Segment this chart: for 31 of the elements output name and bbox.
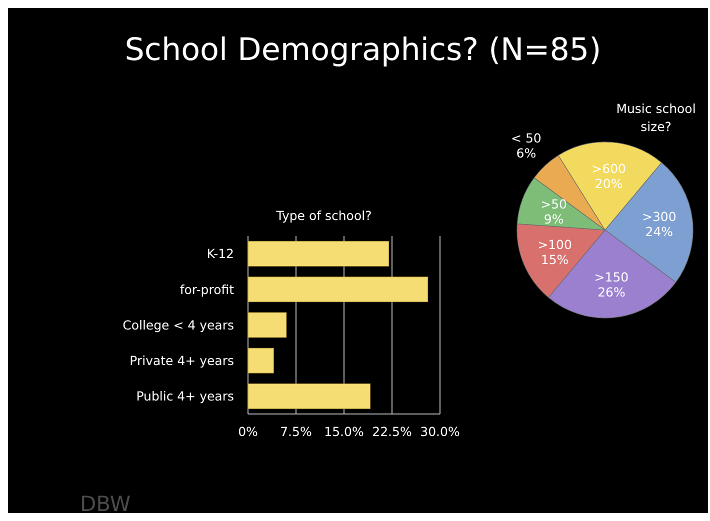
y-tick-label: for-profit [180, 282, 234, 297]
x-tick-label: 30.0% [420, 424, 460, 439]
bar [248, 383, 370, 409]
x-tick-label: 0% [238, 424, 258, 439]
chart-title: Type of school? [275, 208, 372, 223]
slice-label: >50 [540, 196, 568, 212]
slice-label: >600 [592, 161, 626, 176]
data-label: 15% [540, 252, 569, 267]
y-tick-label: Private 4+ years [130, 352, 234, 368]
bar [248, 312, 287, 338]
bar [248, 348, 274, 374]
slice-label: < 50 [511, 130, 542, 146]
y-tick-label: K-12 [206, 246, 234, 262]
y-tick-label: College < 4 years [122, 317, 234, 332]
text: School Demographics? (N=85) [124, 32, 602, 68]
data-label: 20% [594, 176, 623, 192]
slice-label: >150 [594, 270, 629, 285]
data-label: 24% [645, 224, 674, 240]
x-tick-label: 7.5% [280, 424, 312, 439]
text: DBW [80, 492, 131, 516]
x-tick-label: 15.0% [324, 424, 364, 439]
bar [248, 241, 390, 267]
chart-title: Music school size? [616, 101, 696, 134]
bar [248, 276, 428, 302]
data-label: 9% [544, 212, 564, 227]
y-tick-label: Public 4+ years [136, 388, 234, 404]
data-label: 6% [516, 145, 536, 160]
slice-label: >100 [538, 236, 572, 252]
slice-label: >300 [642, 209, 676, 224]
x-tick-label: 22.5% [372, 424, 412, 439]
data-label: 26% [598, 284, 626, 300]
